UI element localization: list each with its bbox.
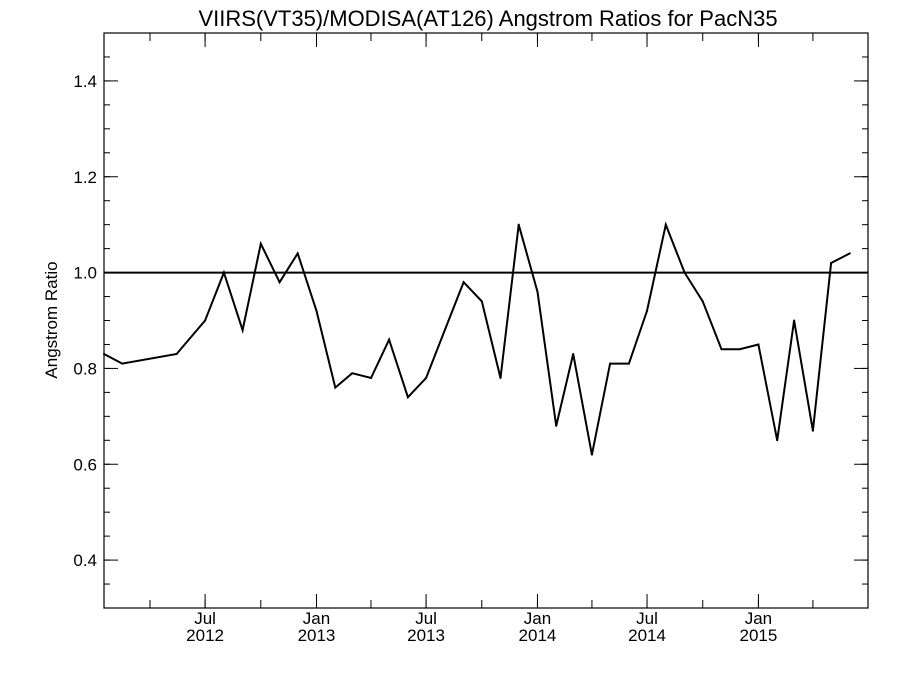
chart-title: VIIRS(VT35)/MODISA(AT126) Angstrom Ratio… — [198, 6, 777, 31]
data-point — [555, 424, 558, 427]
x-tick-year-label: 2014 — [628, 626, 666, 645]
y-tick-label: 0.4 — [73, 551, 97, 570]
data-point — [222, 271, 225, 274]
data-point — [259, 242, 262, 245]
data-point — [315, 309, 318, 312]
data-point — [480, 300, 483, 303]
data-point — [351, 372, 354, 375]
x-tick-month-label: Jan — [303, 609, 330, 628]
data-point — [701, 300, 704, 303]
y-tick-label: 0.6 — [73, 455, 97, 474]
data-point — [664, 223, 667, 226]
data-point — [720, 348, 723, 351]
y-tick-label: 0.8 — [73, 359, 97, 378]
x-tick-month-label: Jan — [524, 609, 551, 628]
x-tick-month-label: Jul — [636, 609, 658, 628]
data-point — [334, 386, 337, 389]
data-point — [683, 271, 686, 274]
data-point — [241, 329, 244, 332]
data-point — [811, 429, 814, 432]
data-point — [388, 338, 391, 341]
data-point — [296, 252, 299, 255]
y-tick-label: 1.0 — [73, 264, 97, 283]
y-axis-label: Angstrom Ratio — [42, 261, 61, 378]
data-point — [175, 353, 178, 356]
x-tick-month-label: Jul — [194, 609, 216, 628]
x-tick-month-label: Jul — [415, 609, 437, 628]
data-point — [443, 329, 446, 332]
data-point — [406, 396, 409, 399]
data-point — [204, 319, 207, 322]
data-point — [517, 223, 520, 226]
data-point — [830, 262, 833, 264]
data-point — [462, 281, 465, 284]
x-tick-year-label: 2014 — [519, 626, 557, 645]
data-point — [848, 252, 851, 255]
data-point — [369, 377, 372, 379]
data-point — [536, 290, 539, 293]
y-tick-label: 1.2 — [73, 168, 97, 187]
data-point — [627, 362, 630, 365]
x-tick-year-label: 2013 — [298, 626, 336, 645]
data-point — [776, 439, 779, 442]
data-point — [103, 353, 105, 356]
series-line — [103, 221, 851, 455]
data-point — [572, 353, 575, 356]
x-tick-year-label: 2012 — [186, 626, 224, 645]
data-point — [121, 362, 124, 365]
data-point — [278, 281, 281, 284]
x-tick-year-label: 2013 — [407, 626, 445, 645]
x-tick-year-label: 2015 — [740, 626, 778, 645]
data-point — [499, 377, 502, 379]
data-point — [609, 362, 612, 365]
data-point — [757, 343, 760, 346]
y-tick-label: 1.4 — [73, 72, 97, 91]
data-point — [738, 348, 741, 351]
data-point — [590, 453, 593, 456]
x-tick-month-label: Jan — [745, 609, 772, 628]
data-point — [646, 309, 649, 312]
data-point — [425, 377, 428, 379]
data-point — [793, 319, 796, 322]
